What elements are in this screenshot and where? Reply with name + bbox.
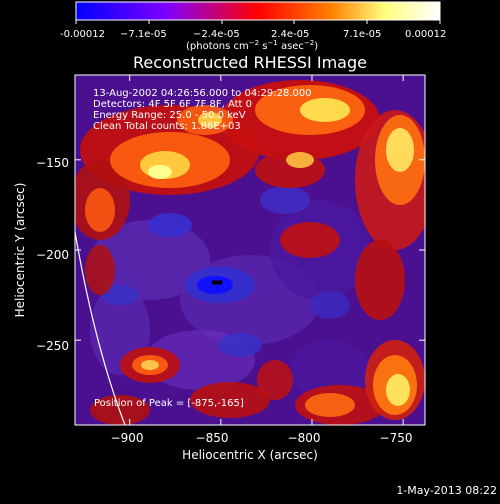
colorbar-tick-label: 7.1e-05 [343,29,381,40]
minimum-marker [212,280,223,285]
colorbar-tick-label: 2.4e-05 [271,29,309,40]
image-blob [260,186,310,214]
image-blob [90,220,210,300]
image-blob [148,213,192,237]
image-blob [257,360,293,400]
y-tick-label: −200 [36,248,69,262]
x-axis-label: Heliocentric X (arcsec) [182,448,318,462]
colorbar-units: (photons cm−2 s−1 asec−2) [186,39,318,52]
annotation-time: 13-Aug-2002 04:26:56.000 to 04:29:28.000 [93,88,312,99]
image-blob [286,152,314,168]
x-tick-label: −850 [196,431,229,445]
y-tick-label: −250 [36,339,69,353]
colorbar-tick-label: −7.1e-05 [120,29,167,40]
peak-position-label: Position of Peak = [-875,-165] [94,398,244,409]
image-blob [310,291,350,319]
x-tick-label: −800 [288,431,321,445]
image-blob [85,245,115,295]
x-tick-label: −750 [380,431,413,445]
image-blob [218,333,262,357]
image-blob [102,285,138,305]
image-blob [85,188,115,232]
axis-ticks [75,75,425,425]
colorbar-tick-label: −2.4e-05 [193,29,240,40]
image-blob [190,382,270,418]
chart-title: Reconstructed RHESSI Image [133,53,367,72]
image-blob [386,374,410,406]
x-tick-label: −900 [111,431,144,445]
header-annotations: 13-Aug-2002 04:26:56.000 to 04:29:28.000… [93,88,312,132]
annotation-energy: Energy Range: 25.0 - 50.0 keV [93,110,246,121]
colorbar-tick-label: 0.00012 [405,29,446,40]
image-blob [198,112,222,128]
annotation-detectors: Detectors: 4F 5F 6F 7F 8F, Att 0 [93,99,252,110]
image-blob [197,276,233,294]
colorbar-gradient [75,1,441,21]
footer-date: 1-May-2013 08:22 [396,484,497,497]
y-axis-label: Heliocentric Y (arcsec) [13,183,27,318]
annotation-clean: Clean Total counts: 1.86E+03 [93,121,241,132]
image-blob [148,165,172,179]
colorbar-ticks [75,20,441,24]
image-blob [280,222,340,258]
heatmap-image [75,75,425,425]
image-blob [290,340,370,400]
image-blob [141,360,159,370]
image-blob [300,98,350,122]
solar-limb-line [75,231,126,425]
image-blob [355,240,405,320]
colorbar-tick-label: -0.00012 [60,29,105,40]
image-blob [386,128,414,172]
colorbar: -0.00012 −7.1e-05 −2.4e-05 2.4e-05 7.1e-… [60,1,446,52]
y-tick-label: −150 [36,156,69,170]
image-blob [305,393,355,417]
